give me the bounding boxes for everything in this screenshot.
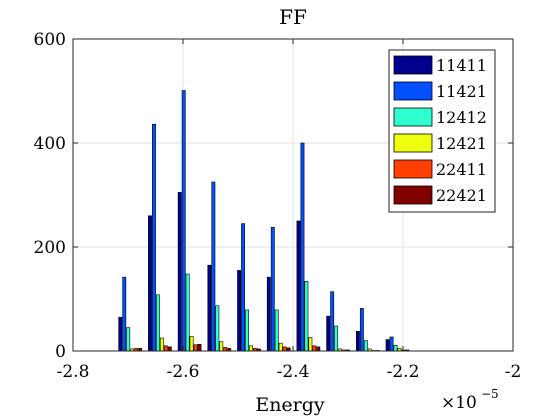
- legend-swatch-12421: [393, 133, 433, 153]
- x-tick-label: -2.2: [387, 362, 420, 382]
- x-axis-label: Energy: [255, 394, 325, 416]
- x-tick-label: -2.4: [277, 362, 310, 382]
- bar-22421: [167, 346, 172, 352]
- bar-11411: [385, 339, 390, 352]
- bar-12421: [278, 342, 283, 352]
- bar-11411: [177, 192, 182, 352]
- legend-box: [388, 49, 496, 213]
- bar-12421: [189, 336, 194, 352]
- bar-12412: [156, 294, 160, 352]
- legend-label-12421: 12421: [436, 134, 487, 153]
- bar-11421: [122, 276, 127, 352]
- legend-swatch-22421: [393, 185, 433, 205]
- bar-11411: [237, 270, 242, 352]
- bar-22411: [312, 345, 317, 352]
- legend: 11411 11421 12412 12421 22411 22421: [388, 49, 496, 213]
- bar-11421: [152, 123, 156, 352]
- bar-12412: [363, 340, 368, 352]
- bar-11421: [359, 308, 364, 352]
- bar-12412: [334, 325, 339, 352]
- bar-11411: [266, 276, 271, 352]
- y-tick-label: 400: [34, 134, 66, 154]
- chart-title: FF: [279, 5, 307, 29]
- bar-11411: [296, 220, 301, 352]
- bar-11411: [118, 316, 123, 352]
- bar-11421: [181, 90, 186, 352]
- svg-text:−5: −5: [481, 387, 499, 401]
- bar-11421: [211, 181, 216, 352]
- bar-series-group: [118, 90, 410, 352]
- bar-12421: [308, 337, 313, 352]
- bar-22421: [197, 343, 202, 352]
- legend-swatch-22411: [393, 159, 433, 179]
- bar-12412: [185, 273, 190, 352]
- bar-12421: [249, 345, 253, 352]
- bar-11421: [241, 223, 245, 352]
- bar-11411: [326, 315, 331, 352]
- y-tick-label: 0: [55, 342, 66, 362]
- bar-11421: [270, 226, 275, 352]
- bar-12412: [393, 344, 398, 352]
- x-tick-label: -2.8: [57, 362, 90, 382]
- bar-12412: [274, 309, 279, 352]
- legend-label-11421: 11421: [436, 82, 487, 101]
- legend-swatch-12412: [393, 107, 433, 127]
- legend-label-22411: 22411: [436, 160, 487, 179]
- bar-12412: [304, 281, 309, 352]
- y-tick-label: 600: [34, 30, 66, 50]
- bar-12421: [219, 341, 224, 352]
- x-axis-multiplier: ×10 −5: [441, 387, 499, 413]
- x-axis-ticks: -2.8 -2.6 -2.4 -2.2 -2: [57, 39, 522, 382]
- legend-label-12412: 12412: [436, 108, 487, 127]
- bar-22411: [223, 347, 228, 352]
- bar-22411: [163, 345, 168, 352]
- bar-11421: [389, 336, 394, 352]
- bar-11411: [148, 215, 152, 352]
- bar-12412: [126, 327, 131, 352]
- x-tick-label: -2: [505, 362, 522, 382]
- bar-11421: [300, 142, 305, 352]
- bar-22411: [193, 344, 198, 352]
- bar-12421: [159, 337, 164, 352]
- bar-11411: [207, 264, 212, 352]
- y-tick-label: 200: [34, 238, 66, 258]
- y-axis-ticks: 0 200 400 600: [34, 30, 513, 362]
- bar-11421: [330, 291, 335, 352]
- bar-12412: [215, 305, 220, 352]
- svg-text:×10: ×10: [441, 393, 477, 413]
- bar-11411: [355, 330, 360, 352]
- legend-label-22421: 22421: [436, 186, 487, 205]
- bar-22421: [316, 346, 321, 352]
- legend-label-11411: 11411: [436, 56, 487, 75]
- legend-swatch-11411: [393, 55, 433, 75]
- legend-swatch-11421: [393, 81, 433, 101]
- bar-12412: [245, 309, 249, 352]
- bar-22411: [282, 346, 287, 352]
- x-tick-label: -2.6: [167, 362, 200, 382]
